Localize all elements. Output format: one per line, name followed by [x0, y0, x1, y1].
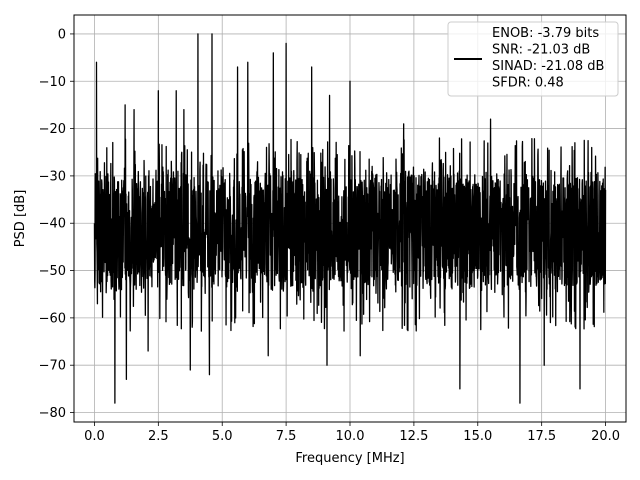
x-tick-label: 12.5 [399, 429, 428, 444]
legend: ENOB: -3.79 bits SNR: -21.03 dB SINAD: -… [447, 21, 619, 97]
y-axis-ticks: 0 −10 −20 −30 −40 −50 −60 −70 −80 [39, 27, 74, 421]
x-tick-label: 10.0 [336, 429, 365, 444]
y-axis-label: PSD [dB] [13, 190, 28, 248]
x-axis-label: Frequency [MHz] [295, 451, 404, 466]
legend-sinad: SINAD: -21.08 dB [492, 59, 604, 74]
x-tick-label: 5.0 [212, 429, 233, 444]
x-tick-label: 0.0 [84, 429, 105, 444]
y-tick-label: −10 [39, 75, 66, 90]
psd-line [93, 33, 607, 404]
y-tick-label: −40 [39, 217, 66, 232]
x-axis-ticks: 0.0 2.5 5.0 7.5 10.0 12.5 15.0 17.5 20.0 [84, 422, 620, 444]
x-tick-label: 15.0 [463, 429, 492, 444]
x-tick-label: 2.5 [148, 429, 169, 444]
y-tick-label: −50 [39, 264, 66, 279]
legend-sfdr: SFDR: 0.48 [492, 76, 564, 91]
x-tick-label: 7.5 [276, 429, 297, 444]
y-tick-label: −20 [39, 122, 66, 137]
psd-series [93, 33, 607, 404]
y-tick-label: −30 [39, 169, 66, 184]
x-tick-label: 17.5 [527, 429, 556, 444]
legend-enob: ENOB: -3.79 bits [492, 26, 599, 41]
y-tick-label: −80 [39, 406, 66, 421]
legend-snr: SNR: -21.03 dB [492, 43, 590, 58]
x-tick-label: 20.0 [591, 429, 620, 444]
y-tick-label: 0 [58, 27, 66, 42]
y-tick-label: −60 [39, 311, 66, 326]
legend-box [447, 21, 619, 97]
y-tick-label: −70 [39, 359, 66, 374]
